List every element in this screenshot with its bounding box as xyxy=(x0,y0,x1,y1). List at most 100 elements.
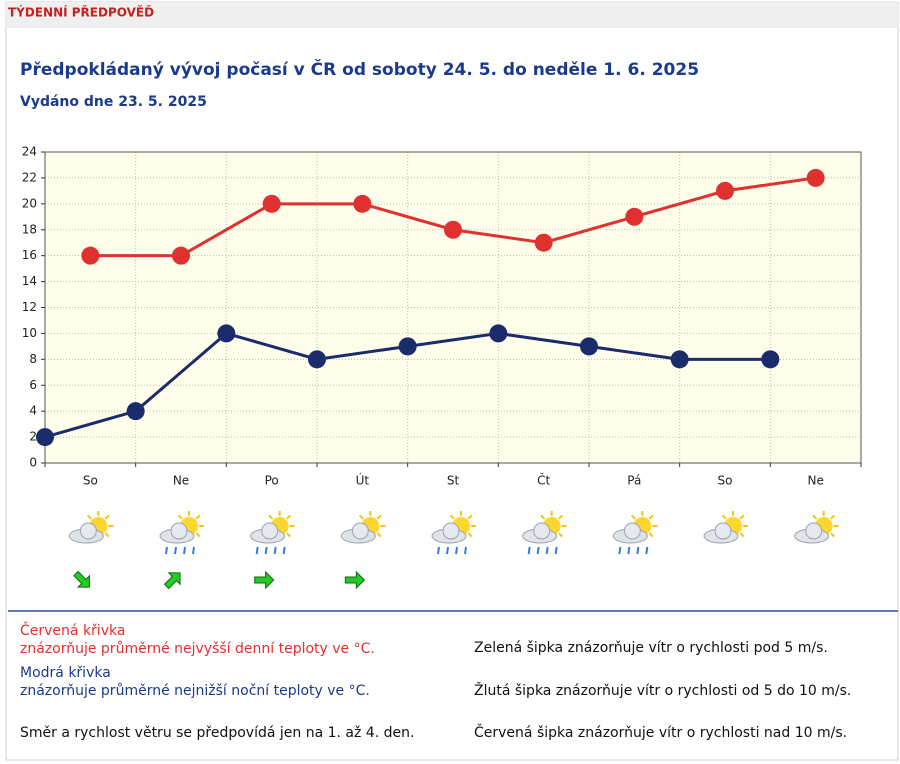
sun-ray xyxy=(376,514,382,520)
sun-ray xyxy=(286,532,291,538)
rain-drop xyxy=(536,546,540,555)
cloud xyxy=(533,522,551,540)
point xyxy=(716,181,734,200)
rain-drop xyxy=(165,546,168,555)
rain-drop xyxy=(545,546,549,555)
y-tick-label: 22 xyxy=(22,170,37,184)
sun-ray xyxy=(104,532,110,538)
weather-icon xyxy=(703,511,748,544)
y-tick-label: 18 xyxy=(22,222,37,236)
header-bar xyxy=(6,2,898,28)
sun-ray xyxy=(449,514,455,520)
weather-icon xyxy=(431,511,476,555)
note-red-text: znázorňuje průměrné nejvyšší denní teplo… xyxy=(20,641,375,657)
wind-arrow xyxy=(254,570,275,590)
x-tick-label: St xyxy=(447,474,460,488)
cloud xyxy=(714,522,732,540)
x-tick-label: Ne xyxy=(173,474,189,488)
point xyxy=(36,428,54,447)
sun-ray xyxy=(177,514,183,520)
cloud xyxy=(79,522,97,540)
point xyxy=(353,194,372,213)
plot-border xyxy=(44,151,862,464)
point xyxy=(444,220,462,239)
note-red-title: Červená křivka xyxy=(20,621,125,639)
sun-ray xyxy=(195,514,201,520)
point xyxy=(489,324,508,343)
y-tick-label: 16 xyxy=(22,248,37,262)
note-wind: Směr a rychlost větru se předpovídá jen … xyxy=(20,725,414,741)
chart-title: Předpokládaný vývoj počasí v ČR od sobot… xyxy=(20,58,699,80)
sun-ray xyxy=(812,514,818,520)
rain-drop xyxy=(636,546,640,555)
weather-icon xyxy=(340,511,386,544)
rain-drop xyxy=(255,546,259,555)
sun-ray xyxy=(631,514,636,520)
sun-ray xyxy=(558,532,563,538)
rain-drop xyxy=(192,546,195,555)
sun-ray xyxy=(467,532,473,538)
rain-drop xyxy=(273,546,277,555)
cloud xyxy=(442,522,460,540)
cloud xyxy=(805,522,823,540)
x-tick-label: Čt xyxy=(537,473,550,488)
y-tick-label: 10 xyxy=(22,326,37,340)
point xyxy=(534,233,553,252)
y-tick-label: 6 xyxy=(29,378,37,392)
sun-ray xyxy=(376,532,382,538)
sun-ray xyxy=(286,514,291,520)
weather-icon xyxy=(612,511,658,555)
note-yellow: Žlutá šipka znázorňuje vítr o rychlosti … xyxy=(474,681,851,699)
rain-drop xyxy=(282,546,286,555)
rain-drop xyxy=(174,546,177,555)
rain-drop xyxy=(464,546,467,555)
note-green: Zelená šipka znázorňuje vítr o rychlosti… xyxy=(474,640,828,656)
sun-ray xyxy=(721,514,727,520)
cloud xyxy=(261,522,279,540)
y-tick-label: 14 xyxy=(22,274,37,288)
sun-ray xyxy=(648,532,654,538)
y-tick-label: 0 xyxy=(29,456,37,470)
sun-ray xyxy=(87,514,92,520)
x-tick-label: Ne xyxy=(807,474,823,488)
sun-ray xyxy=(195,532,201,538)
point xyxy=(172,246,190,265)
sun-ray xyxy=(830,532,835,538)
weather-icon xyxy=(159,511,204,555)
x-tick-label: So xyxy=(83,474,98,488)
cloud xyxy=(623,522,641,540)
point xyxy=(398,337,417,356)
x-tick-label: So xyxy=(718,474,733,488)
header-label: TÝDENNÍ PŘEDPOVĚĎ xyxy=(8,5,154,20)
point xyxy=(580,337,598,356)
y-tick-label: 12 xyxy=(22,300,37,314)
sun-ray xyxy=(830,514,835,520)
point xyxy=(625,207,644,226)
cloud xyxy=(170,522,188,540)
point xyxy=(308,350,326,369)
sun-ray xyxy=(739,532,745,538)
sun-ray xyxy=(104,514,110,520)
rain-drop xyxy=(446,546,449,555)
rain-drop xyxy=(264,546,268,555)
point xyxy=(81,246,100,265)
point xyxy=(761,350,780,369)
note-red-arrow: Červená šipka znázorňuje vítr o rychlost… xyxy=(474,723,847,741)
x-tick-label: Po xyxy=(265,474,279,488)
point xyxy=(126,402,145,421)
point xyxy=(806,168,825,187)
wind-arrow xyxy=(163,572,181,590)
y-tick-label: 20 xyxy=(22,196,37,210)
cloud xyxy=(351,522,369,540)
sun-ray xyxy=(739,514,745,520)
sun-ray xyxy=(558,514,563,520)
rain-drop xyxy=(618,546,622,555)
sun-ray xyxy=(359,514,364,520)
note-blue-text: znázorňuje průměrné nejnižší noční teplo… xyxy=(20,683,370,699)
y-tick-label: 4 xyxy=(29,404,37,418)
wind-arrow xyxy=(344,570,366,590)
rain-drop xyxy=(554,546,558,555)
sun-ray xyxy=(540,514,546,520)
